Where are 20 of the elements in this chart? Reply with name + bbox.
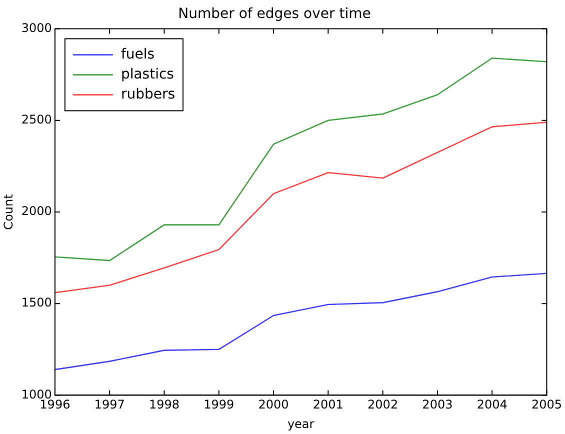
x-tick-label: 2000	[258, 398, 289, 412]
chart-title: Number of edges over time	[178, 6, 371, 22]
x-tick-label: 2002	[368, 398, 398, 412]
x-tick-label: 2004	[476, 398, 508, 412]
y-axis-title: Count	[1, 194, 16, 230]
legend-label: rubbers	[120, 86, 176, 102]
x-tick-label: 2001	[312, 398, 344, 412]
y-tick-label: 3000	[21, 20, 52, 35]
y-tick-label: 2000	[21, 204, 52, 218]
x-tick-label: 1999	[204, 398, 234, 412]
x-tick-label: 1998	[148, 398, 180, 412]
x-tick-label: 1996	[40, 398, 70, 412]
y-tick-label: 2500	[21, 112, 52, 127]
legend-label: fuels	[120, 46, 155, 62]
x-tick-label: 1997	[94, 398, 125, 412]
x-axis-title: year	[287, 416, 314, 431]
x-tick-label: 2003	[422, 398, 453, 412]
legend-label: plastics	[120, 66, 174, 82]
y-tick-label: 1500	[21, 296, 52, 310]
x-tick-label: 2005	[531, 398, 562, 412]
